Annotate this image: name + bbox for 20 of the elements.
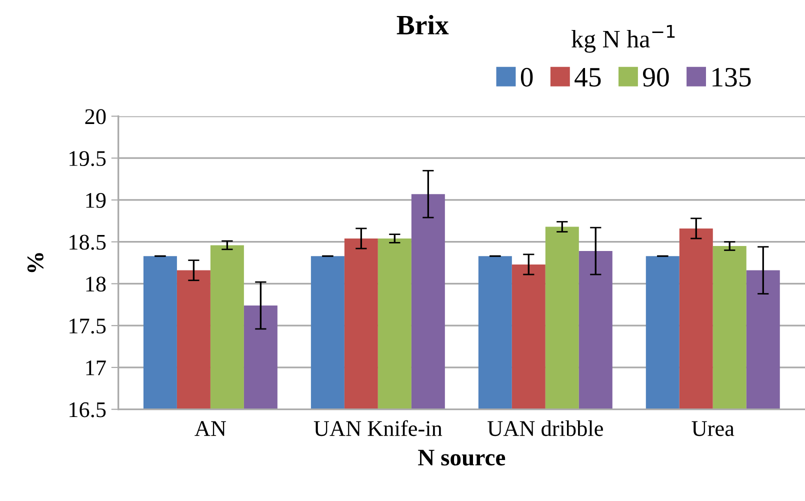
y-tick-label: 18.5 <box>70 234 106 250</box>
y-tick-label: 19 <box>86 192 106 208</box>
x-tick-label: AN <box>194 421 226 436</box>
y-tick-label: 16.5 <box>70 402 106 418</box>
legend-title: kg N ha$^{−1}$ <box>572 25 675 53</box>
y-tick-label: 20 <box>85 109 106 124</box>
chart-title: Brix <box>396 14 449 34</box>
x-tick-label: UAN dribble <box>488 420 603 436</box>
y-tick-label: 17 <box>86 360 106 376</box>
legend-label: 45 <box>574 68 601 87</box>
x-tick-label: Urea <box>692 421 734 436</box>
y-tick-label: 19.5 <box>70 151 106 166</box>
y-tick-label: 18 <box>86 276 106 292</box>
x-tick-label: UAN Knife-in <box>314 420 442 436</box>
legend-label: 135 <box>712 68 751 87</box>
legend-label: 90 <box>642 68 669 87</box>
y-axis-title: % <box>27 253 44 272</box>
x-axis-title: N source <box>418 450 506 466</box>
legend-label: 0 <box>520 68 533 87</box>
y-tick-label: 17.5 <box>70 318 106 334</box>
